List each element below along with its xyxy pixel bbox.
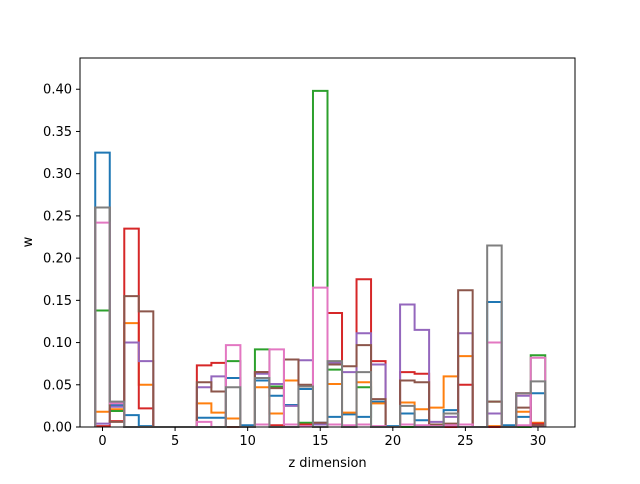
y-tick-label: 0.30: [43, 167, 72, 182]
x-tick-label: 30: [530, 434, 547, 449]
y-axis-label: w: [21, 236, 36, 247]
y-tick-label: 0.40: [43, 83, 72, 98]
x-axis-label: z dimension: [288, 456, 366, 471]
x-tick-label: 20: [385, 434, 402, 449]
axes-layer: 0 5 10 15 20 25 30 0.00 0.05 0.10 0.15 0.20 0.25 0.30…: [43, 57, 576, 449]
y-tick-label: 0.35: [43, 125, 72, 140]
x-tick-label: 25: [457, 434, 474, 449]
x-tick-label: 10: [239, 434, 256, 449]
x-tick-label: 5: [171, 434, 179, 449]
y-tick-label: 0.20: [43, 252, 72, 267]
y-tick-label: 0.00: [43, 421, 72, 436]
y-tick-label: 0.10: [43, 336, 72, 351]
y-tick-label: 0.25: [43, 209, 72, 224]
y-tick-label: 0.15: [43, 294, 72, 309]
x-tick-label: 0: [98, 434, 106, 449]
y-tick-label: 0.05: [43, 378, 72, 393]
axes-frame: [79, 57, 576, 428]
x-tick-label: 15: [312, 434, 329, 449]
